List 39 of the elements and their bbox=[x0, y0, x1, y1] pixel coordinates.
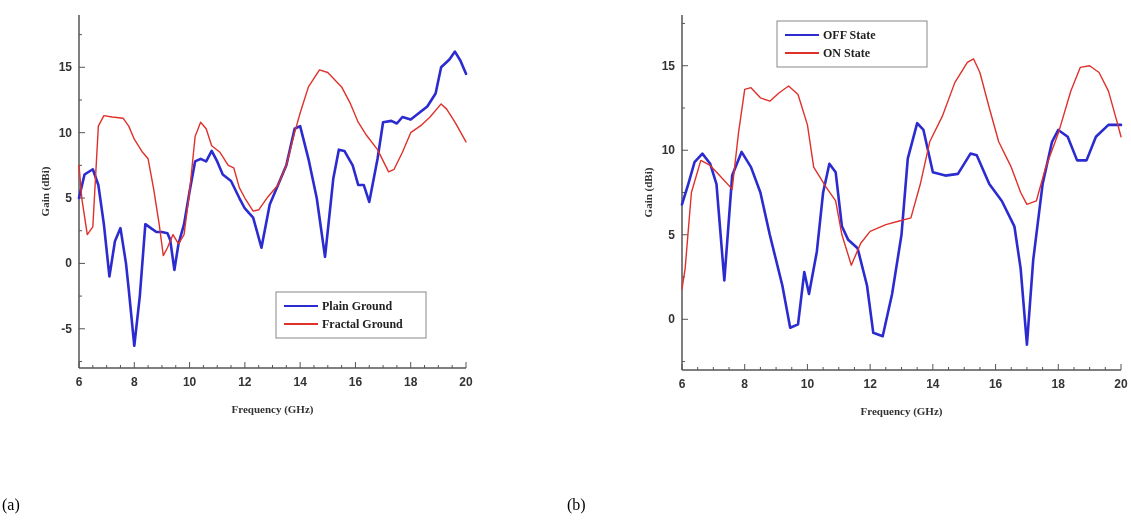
x-tick-label: 14 bbox=[926, 377, 940, 391]
y-tick-label: -5 bbox=[61, 321, 73, 336]
line-series bbox=[78, 69, 467, 257]
y-tick-label: 10 bbox=[58, 125, 73, 140]
x-tick-label: 12 bbox=[863, 377, 878, 391]
x-tick-label: 18 bbox=[404, 375, 418, 389]
line-series bbox=[77, 50, 468, 348]
legend-label: OFF State bbox=[823, 28, 877, 42]
y-tick-label: 15 bbox=[58, 60, 73, 75]
x-tick-label: 20 bbox=[459, 375, 473, 389]
x-axis-title: Frequency (GHz) bbox=[860, 405, 943, 418]
x-tick-label: 16 bbox=[348, 375, 363, 389]
x-tick-label: 10 bbox=[182, 375, 197, 389]
y-axis-title: Gain (dBi) bbox=[39, 166, 52, 217]
x-tick-label: 6 bbox=[678, 377, 686, 391]
x-tick-label: 8 bbox=[130, 375, 138, 389]
x-tick-label: 18 bbox=[1051, 377, 1066, 391]
line-series bbox=[680, 121, 1123, 346]
x-tick-label: 20 bbox=[1114, 377, 1128, 391]
x-tick-label: 14 bbox=[293, 375, 308, 389]
y-tick-label: 0 bbox=[668, 312, 676, 327]
x-axis-title: Frequency (GHz) bbox=[231, 403, 314, 416]
x-tick-label: 16 bbox=[988, 377, 1003, 391]
legend-label: Fractal Ground bbox=[322, 317, 404, 331]
y-tick-label: 10 bbox=[661, 143, 676, 158]
y-tick-label: 0 bbox=[65, 256, 73, 271]
x-tick-label: 6 bbox=[75, 375, 83, 389]
line-series bbox=[681, 58, 1122, 290]
y-axis-title: Gain (dBi) bbox=[642, 167, 655, 218]
legend-label: Plain Ground bbox=[322, 299, 393, 313]
legend-label: ON State bbox=[823, 46, 871, 60]
x-tick-label: 8 bbox=[741, 377, 749, 391]
x-tick-label: 10 bbox=[800, 377, 815, 391]
y-tick-label: 15 bbox=[661, 58, 676, 73]
y-tick-label: 5 bbox=[668, 227, 676, 242]
text: (b) bbox=[567, 496, 586, 514]
text: (a) bbox=[2, 496, 20, 514]
x-tick-label: 12 bbox=[238, 375, 252, 389]
y-tick-label: 5 bbox=[65, 191, 73, 206]
